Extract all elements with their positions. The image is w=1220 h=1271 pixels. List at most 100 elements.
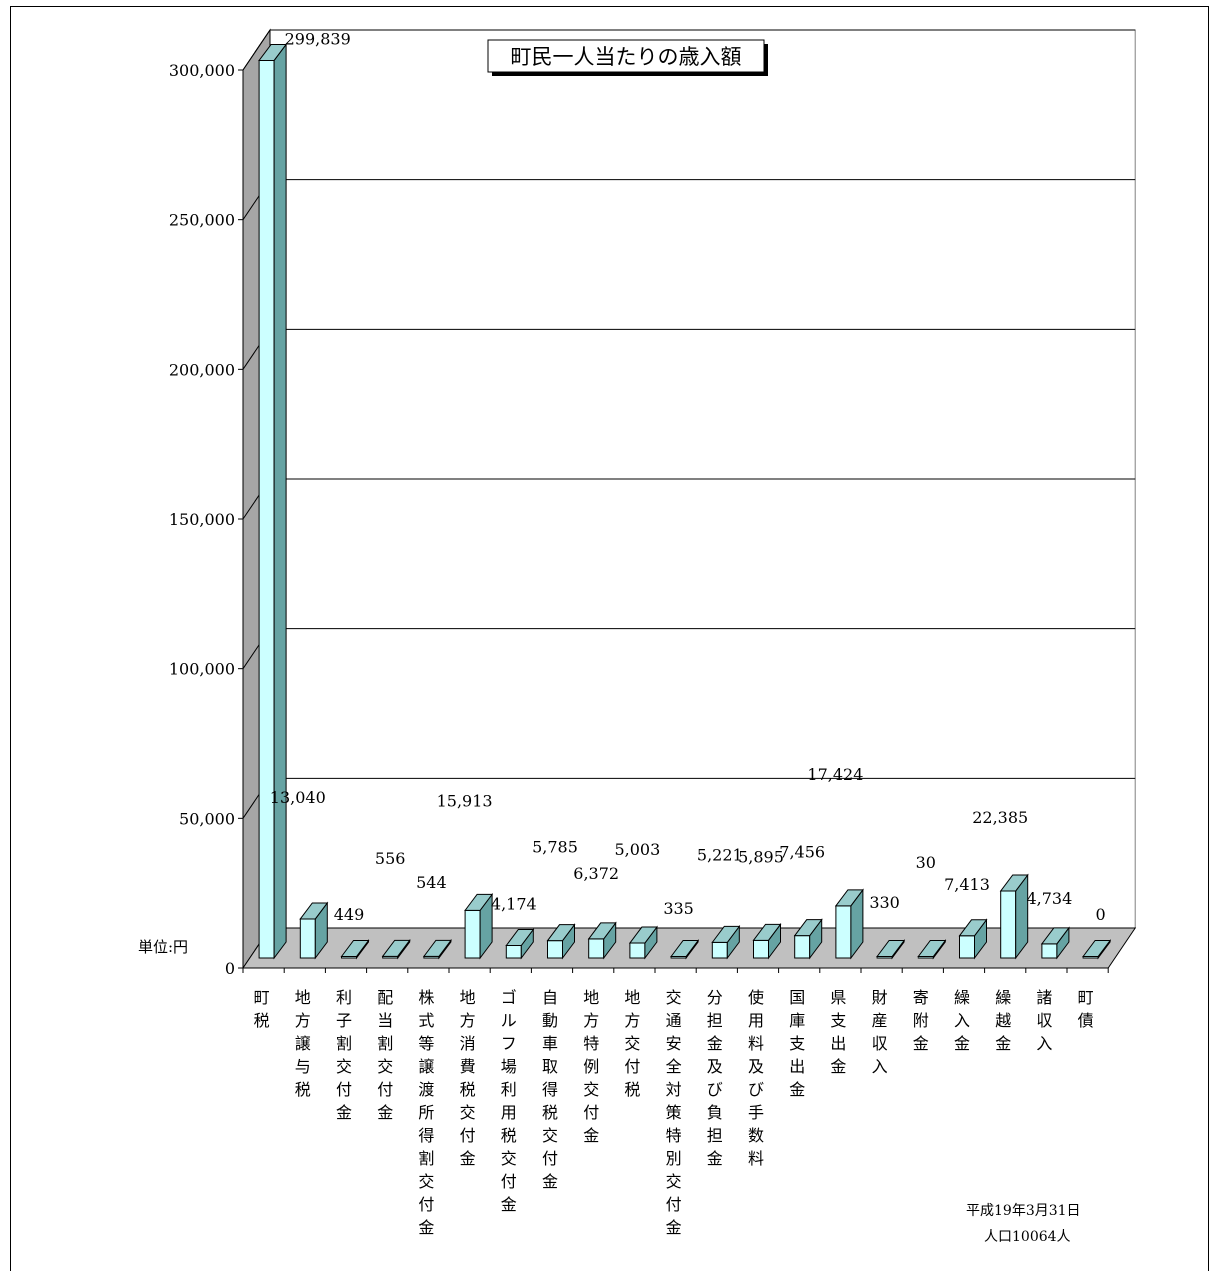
category-label-char: 株 — [418, 988, 434, 1007]
data-label: 335 — [663, 899, 694, 918]
data-label: 22,385 — [972, 808, 1028, 827]
category-label-char: 付 — [418, 1195, 434, 1214]
category-label-char: 町 — [254, 988, 270, 1007]
bar-front — [629, 942, 646, 959]
bar-top — [505, 929, 535, 947]
title-bg — [487, 39, 765, 73]
category-label: 寄附金 — [913, 988, 929, 1053]
bar-front — [959, 935, 975, 959]
category-label-char: 町 — [1078, 988, 1094, 1007]
category-label-char: 地 — [295, 988, 311, 1007]
category-label-char: 利 — [336, 988, 352, 1007]
category-label-char: 分 — [707, 988, 723, 1007]
category-label-char: 税 — [254, 1011, 270, 1030]
bar-top — [464, 893, 494, 911]
chart-title: 町民一人当たりの歳入額 — [511, 45, 742, 69]
category-label-char: 安 — [666, 1034, 682, 1053]
category-label-char: 数 — [748, 1126, 764, 1145]
category-label-char: 金 — [789, 1080, 805, 1099]
category-label-char: 交 — [666, 988, 682, 1007]
category-label-char: 割 — [377, 1034, 393, 1053]
category-label-char: 地 — [583, 988, 599, 1007]
category-label-char: 金 — [377, 1103, 393, 1122]
data-label: 0 — [1096, 905, 1106, 924]
category-label-char: 附 — [913, 1011, 929, 1030]
data-label: 556 — [375, 849, 406, 868]
category-label-char: 金 — [501, 1195, 517, 1214]
data-label: 5,221 — [697, 845, 743, 864]
category-label-char: 債 — [1078, 1011, 1094, 1030]
data-label: 330 — [869, 893, 900, 912]
category-label-char: 地 — [624, 988, 640, 1007]
category-label-char: 財 — [872, 988, 888, 1007]
data-label: 15,913 — [437, 791, 493, 810]
category-label-char: 用 — [501, 1103, 517, 1122]
bar-top — [917, 940, 947, 957]
y-tick-label: 150,000 — [169, 510, 235, 529]
category-label-char: 金 — [707, 1034, 723, 1053]
category-label-char: 使 — [748, 988, 764, 1007]
bar-front — [547, 940, 563, 959]
gridline-wall — [242, 29, 271, 71]
category-label-char: 税 — [501, 1126, 517, 1145]
y-tick-label: 0 — [225, 959, 235, 978]
category-label-char: 金 — [460, 1149, 476, 1168]
category-label-char: 用 — [748, 1011, 764, 1030]
category-label-char: 付 — [377, 1080, 393, 1099]
bar-front — [258, 59, 275, 959]
bar-front — [505, 945, 522, 959]
category-label-char: 割 — [418, 1149, 434, 1168]
bar-top — [834, 889, 864, 907]
category-label-char: 自 — [542, 988, 558, 1007]
category-label-char: 子 — [336, 1011, 352, 1030]
data-label: 5,003 — [614, 840, 660, 859]
data-label: 449 — [334, 905, 365, 924]
category-label-char: 支 — [830, 1011, 846, 1030]
category-label-char: 及 — [748, 1057, 764, 1076]
category-label-char: 全 — [666, 1057, 682, 1076]
bar-top — [340, 940, 370, 957]
data-label: 5,895 — [738, 847, 784, 866]
category-label-char: 交 — [583, 1080, 599, 1099]
category-label-char: 負 — [707, 1103, 723, 1122]
category-label-char: 税 — [295, 1080, 311, 1099]
category-label-char: 例 — [583, 1057, 599, 1076]
category-label-char: ル — [501, 1011, 517, 1030]
category-label-char: 別 — [666, 1149, 682, 1168]
category-label-char: 方 — [624, 1011, 640, 1030]
y-tick-label: 250,000 — [169, 211, 235, 230]
category-label-char: 金 — [666, 1218, 682, 1237]
bar-top — [1082, 940, 1112, 957]
category-label-char: 金 — [913, 1034, 929, 1053]
category-label-char: 税 — [460, 1080, 476, 1099]
category-label-char: 金 — [954, 1034, 970, 1053]
category-label-char: 通 — [666, 1011, 682, 1030]
category-label-char: 方 — [295, 1011, 311, 1030]
category-label-char: 当 — [377, 1011, 393, 1030]
bar-top — [381, 939, 411, 957]
bar-top — [958, 919, 988, 937]
category-label-char: 手 — [748, 1103, 764, 1122]
bar-top — [299, 902, 329, 920]
footer-date: 平成19年3月31日 — [966, 1203, 1081, 1219]
category-label-char: 対 — [666, 1080, 682, 1099]
category-label-char: 渡 — [418, 1080, 434, 1099]
data-label: 544 — [416, 873, 447, 892]
data-label: 30 — [916, 853, 936, 872]
category-label-char: 収 — [1036, 1011, 1052, 1030]
bar-top — [752, 923, 782, 941]
category-label: 町税 — [254, 988, 270, 1030]
bar-front — [794, 935, 811, 959]
category-label-char: 金 — [542, 1172, 558, 1191]
category-label-char: 交 — [336, 1057, 352, 1076]
